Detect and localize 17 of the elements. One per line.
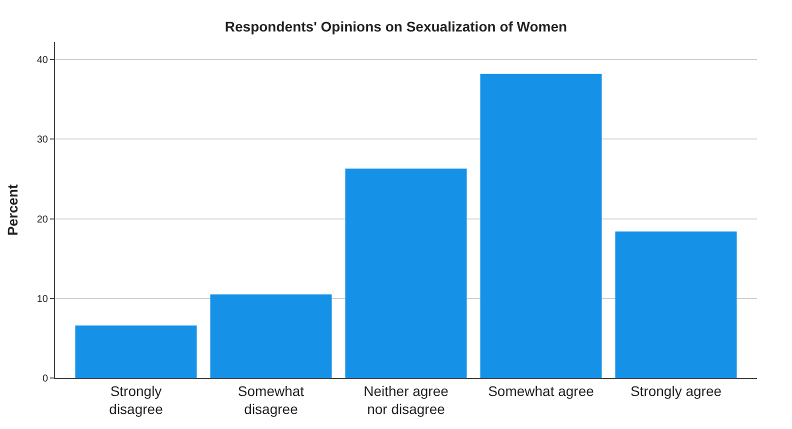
y-tick-label: 0 [42, 374, 48, 384]
y-tick-label: 10 [36, 294, 48, 305]
bar [345, 168, 467, 378]
bar [210, 294, 332, 378]
x-tick-label: Strongly agree [630, 382, 722, 399]
x-tick-label: Somewhat disagree [238, 382, 304, 417]
x-tick-label: Neither agree nor disagree [364, 382, 449, 417]
bar [75, 325, 197, 378]
bar [480, 74, 602, 378]
y-tick-label: 20 [36, 214, 48, 226]
y-axis-title: Percent [4, 184, 20, 236]
y-tick-label: 30 [36, 134, 48, 146]
chart-title: Respondents' Opinions on Sexualization of Women [224, 18, 568, 34]
bar [615, 232, 737, 378]
y-tick-label: 40 [36, 55, 48, 66]
x-tick-label: Somewhat agree [488, 382, 594, 399]
x-tick-label: Strongly disagree [109, 382, 164, 417]
